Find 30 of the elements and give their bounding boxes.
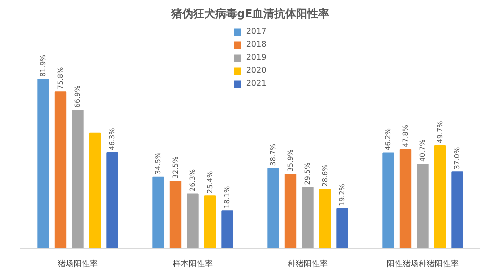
bar [106, 152, 118, 248]
bar [89, 132, 102, 248]
chart-title: 猪伪狂犬病毒gE血清抗体阳性率 [170, 8, 330, 20]
bar [319, 189, 332, 248]
bar [434, 145, 446, 248]
bar [152, 176, 164, 248]
bar [336, 208, 348, 248]
legend-label: 2020 [246, 66, 267, 75]
x-tick-label: 猪场阳性率 [58, 260, 98, 268]
legend-label: 2021 [246, 79, 267, 88]
bar [38, 79, 50, 248]
bar [204, 196, 216, 248]
legend-label: 2018 [246, 40, 267, 49]
bar [170, 180, 182, 248]
bar [452, 172, 464, 248]
bar [382, 152, 394, 248]
bar [54, 92, 67, 248]
x-tick-label: 样本阳性率 [173, 260, 213, 268]
bar [268, 168, 280, 248]
legend-label: 2019 [246, 53, 267, 62]
bar [417, 164, 429, 248]
bar [187, 194, 199, 248]
bar [222, 210, 234, 248]
bar [72, 110, 84, 248]
bar [284, 174, 297, 248]
bar [400, 149, 412, 248]
x-tick-label: 种猪阳性率 [288, 260, 328, 268]
legend-label: 2017 [246, 27, 267, 36]
x-tick-label: 阳性猪场种猪阳性率 [387, 260, 459, 268]
bar [302, 187, 314, 248]
